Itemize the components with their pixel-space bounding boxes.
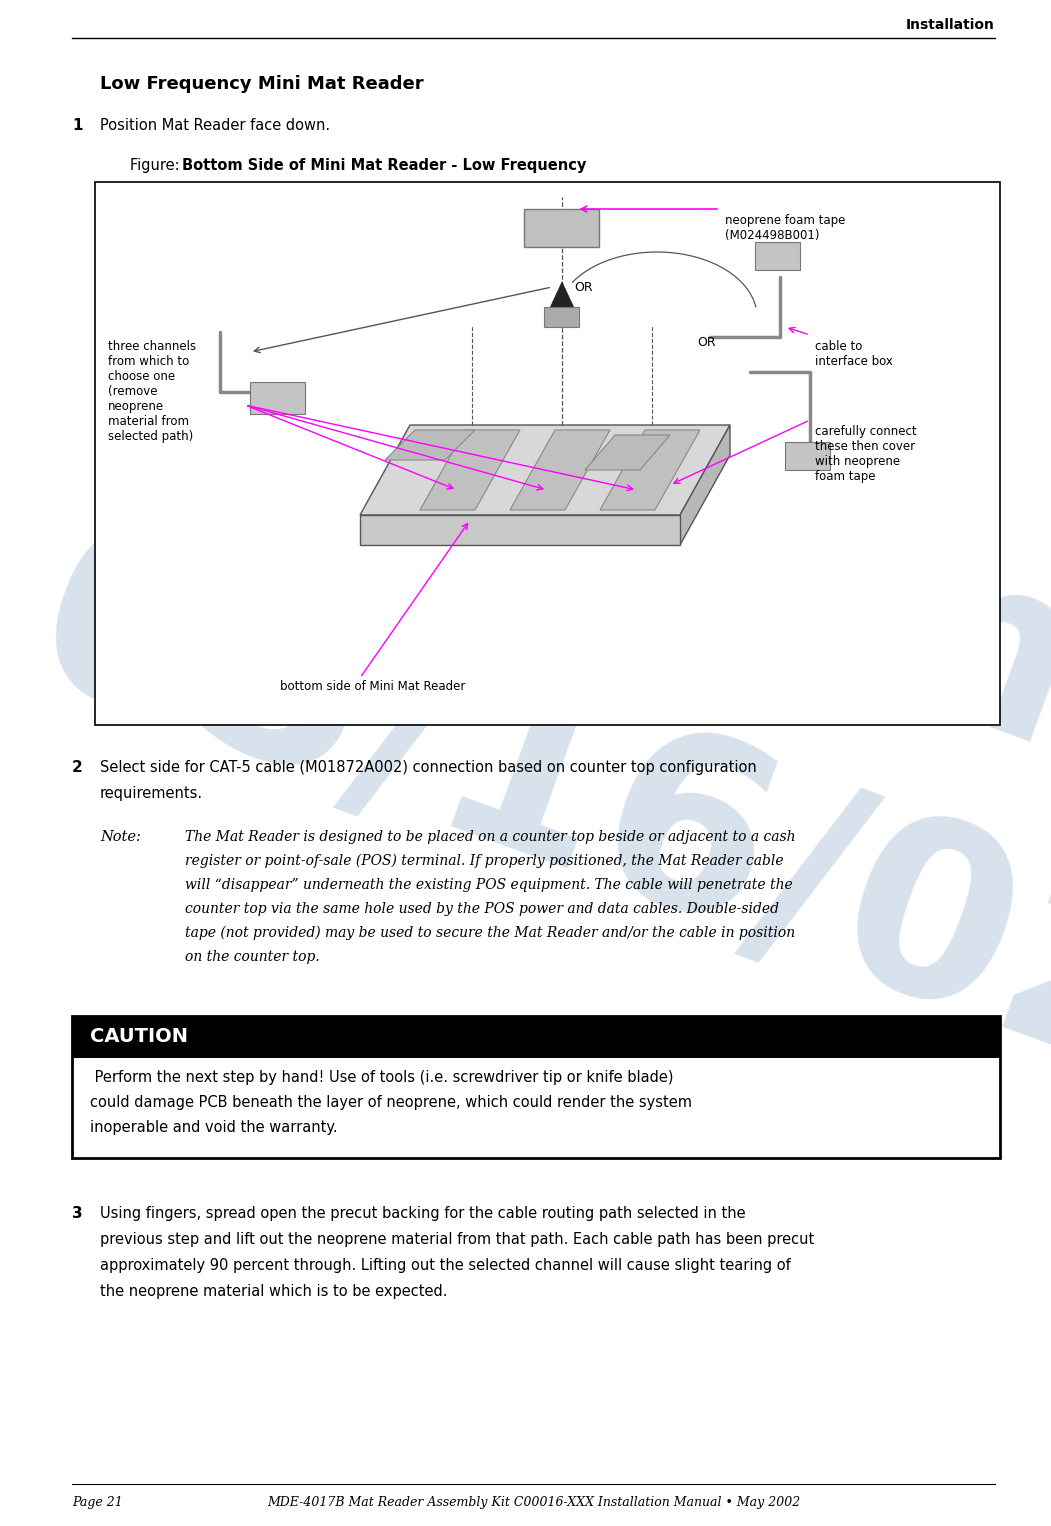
Bar [524, 209, 599, 247]
Polygon shape [510, 430, 610, 510]
Polygon shape [360, 426, 730, 514]
Text: OR: OR [697, 336, 716, 348]
Polygon shape [585, 435, 669, 470]
Text: bottom side of Mini Mat Reader: bottom side of Mini Mat Reader [280, 681, 466, 693]
Bar [250, 382, 305, 414]
Bar [73, 1016, 1000, 1158]
Polygon shape [360, 514, 680, 545]
Text: 1: 1 [73, 118, 82, 133]
Bar [95, 182, 1000, 725]
Text: requirements.: requirements. [100, 786, 203, 801]
Text: Page 21: Page 21 [73, 1495, 123, 1509]
Text: register or point-of-sale (POS) terminal. If properly positioned, the Mat Reader: register or point-of-sale (POS) terminal… [185, 855, 784, 868]
Text: approximately 90 percent through. Lifting out the selected channel will cause sl: approximately 90 percent through. Liftin… [100, 1257, 790, 1273]
Text: previous step and lift out the neoprene material from that path. Each cable path: previous step and lift out the neoprene … [100, 1231, 815, 1247]
Text: Low Frequency Mini Mat Reader: Low Frequency Mini Mat Reader [100, 75, 424, 93]
Text: Figure:: Figure: [130, 159, 184, 172]
Text: counter top via the same hole used by the POS power and data cables. Double-side: counter top via the same hole used by th… [185, 902, 779, 916]
Text: on the counter top.: on the counter top. [185, 951, 320, 964]
Text: Select side for CAT-5 cable (M01872A002) connection based on counter top configu: Select side for CAT-5 cable (M01872A002)… [100, 760, 757, 775]
Text: tape (not provided) may be used to secure the Mat Reader and/or the cable in pos: tape (not provided) may be used to secur… [185, 926, 796, 940]
Polygon shape [385, 430, 475, 459]
Text: Bottom Side of Mini Mat Reader - Low Frequency: Bottom Side of Mini Mat Reader - Low Fre… [182, 159, 586, 172]
Bar [755, 243, 800, 270]
Text: 3: 3 [73, 1206, 83, 1221]
Bar [544, 307, 579, 327]
Text: 2: 2 [73, 760, 83, 775]
Text: cable to
interface box: cable to interface box [815, 340, 893, 368]
Polygon shape [600, 430, 700, 510]
Text: Position Mat Reader face down.: Position Mat Reader face down. [100, 118, 330, 133]
Text: Installation: Installation [906, 18, 995, 32]
Text: neoprene foam tape
(M024498B001): neoprene foam tape (M024498B001) [725, 214, 845, 243]
Text: MDE-4017B Mat Reader Assembly Kit C00016-XXX Installation Manual • May 2002: MDE-4017B Mat Reader Assembly Kit C00016… [267, 1495, 800, 1509]
Text: CAUTION: CAUTION [90, 1027, 188, 1047]
Text: Prelim.
05/16/02: Prelim. 05/16/02 [4, 244, 1051, 1129]
Text: Perform the next step by hand! Use of tools (i.e. screwdriver tip or knife blade: Perform the next step by hand! Use of to… [90, 1070, 674, 1085]
Text: will “disappear” underneath the existing POS equipment. The cable will penetrate: will “disappear” underneath the existing… [185, 877, 792, 893]
Text: carefully connect
these then cover
with neoprene
foam tape: carefully connect these then cover with … [815, 426, 916, 484]
Text: could damage PCB beneath the layer of neoprene, which could render the system: could damage PCB beneath the layer of ne… [90, 1096, 692, 1109]
Text: The Mat Reader is designed to be placed on a counter top beside or adjacent to a: The Mat Reader is designed to be placed … [185, 830, 796, 844]
Text: three channels
from which to
choose one
(remove
neoprene
material from
selected : three channels from which to choose one … [108, 340, 197, 443]
Text: OR: OR [574, 281, 593, 293]
Bar [73, 1016, 1000, 1058]
Polygon shape [549, 282, 575, 310]
Text: the neoprene material which is to be expected.: the neoprene material which is to be exp… [100, 1283, 448, 1299]
Text: inoperable and void the warranty.: inoperable and void the warranty. [90, 1120, 337, 1135]
Bar [785, 443, 830, 470]
Text: Note:: Note: [100, 830, 141, 844]
Text: Using fingers, spread open the precut backing for the cable routing path selecte: Using fingers, spread open the precut ba… [100, 1206, 745, 1221]
Polygon shape [680, 426, 730, 545]
Polygon shape [420, 430, 520, 510]
